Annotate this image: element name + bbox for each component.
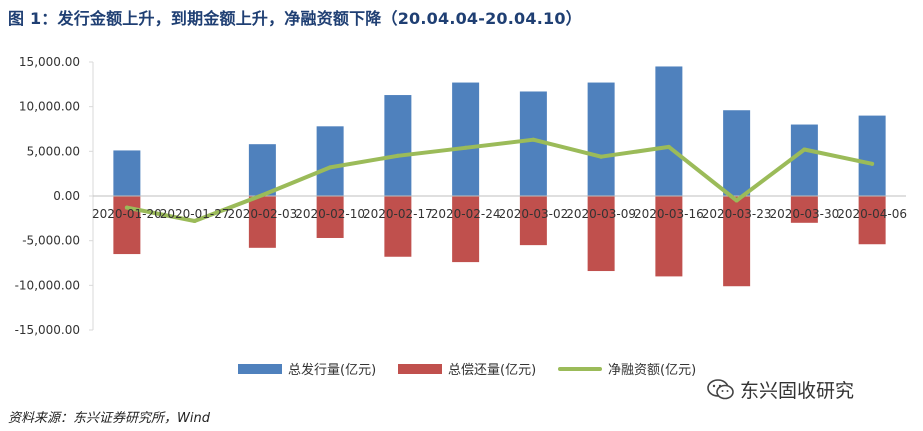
- y-tick-label: 5,000.00: [27, 144, 80, 158]
- net-point: [531, 138, 535, 142]
- y-tick-label: 10,000.00: [19, 100, 80, 114]
- bar-issue: [384, 95, 411, 196]
- y-tick-label: -10,000.00: [15, 278, 80, 292]
- legend-item-repay: 总偿还量(亿元): [398, 359, 536, 378]
- bar-issue: [452, 83, 479, 196]
- y-axis: 15,000.00 10,000.00 5,000.00 0.00 -5,000.00 -…: [15, 55, 93, 337]
- x-tick-label: 2020-03-09: [566, 207, 636, 221]
- y-tick-label: -5,000.00: [22, 234, 80, 248]
- legend-item-issue: 总发行量(亿元): [238, 359, 376, 378]
- net-point: [667, 145, 671, 149]
- bar-issue: [655, 66, 682, 196]
- wechat-icon: [706, 377, 736, 403]
- bar-repay: [384, 196, 411, 257]
- bar-issue: [249, 144, 276, 196]
- x-tick-label: 2020-03-30: [770, 207, 840, 221]
- net-point: [396, 154, 400, 158]
- y-tick-label: -15,000.00: [15, 323, 80, 337]
- net-point: [328, 165, 332, 169]
- x-tick-label: 2020-03-23: [702, 207, 772, 221]
- bar-issue: [113, 150, 140, 196]
- legend-swatch-repay: [398, 364, 442, 374]
- source-note: 资料来源：东兴证券研究所，Wind: [8, 407, 210, 426]
- watermark-text: 东兴固收研究: [740, 376, 854, 403]
- bar-issue: [588, 83, 615, 196]
- x-tick-label: 2020-02-17: [363, 207, 433, 221]
- bar-issue: [791, 125, 818, 196]
- net-point: [735, 198, 739, 202]
- x-tick-label: 2020-01-20: [92, 207, 162, 221]
- legend-swatch-net: [558, 367, 602, 371]
- net-point: [802, 148, 806, 152]
- bar-repay: [452, 196, 479, 262]
- net-point: [870, 162, 874, 166]
- legend-item-net: 净融资额(亿元): [558, 359, 696, 378]
- bar-issue: [859, 116, 886, 196]
- y-tick-label: 15,000.00: [19, 55, 80, 69]
- x-tick-label: 2020-02-24: [431, 207, 501, 221]
- x-tick-labels: 2020-01-202020-01-272020-02-032020-02-10…: [92, 207, 907, 221]
- x-tick-label: 2020-04-06: [837, 207, 907, 221]
- legend-label-issue: 总发行量(亿元): [288, 359, 376, 378]
- y-tick-label: 0.00: [53, 189, 80, 203]
- chart: 15,000.00 10,000.00 5,000.00 0.00 -5,000.00 -…: [0, 0, 923, 360]
- bar-repay: [249, 196, 276, 248]
- net-point: [260, 193, 264, 197]
- net-point: [464, 146, 468, 150]
- legend-label-net: 净融资额(亿元): [608, 359, 696, 378]
- bar-issue: [317, 126, 344, 196]
- net-point: [599, 155, 603, 159]
- legend: 总发行量(亿元) 总偿还量(亿元) 净融资额(亿元): [0, 356, 923, 378]
- x-tick-label: 2020-03-16: [634, 207, 704, 221]
- x-tick-label: 2020-02-03: [228, 207, 298, 221]
- x-tick-label: 2020-03-02: [499, 207, 569, 221]
- legend-label-repay: 总偿还量(亿元): [448, 359, 536, 378]
- legend-swatch-issue: [238, 364, 282, 374]
- bar-repay: [113, 196, 140, 254]
- x-tick-label: 2020-01-27: [160, 207, 230, 221]
- x-tick-label: 2020-02-10: [295, 207, 365, 221]
- bar-issue: [723, 110, 750, 196]
- watermark: 东兴固收研究: [706, 376, 854, 403]
